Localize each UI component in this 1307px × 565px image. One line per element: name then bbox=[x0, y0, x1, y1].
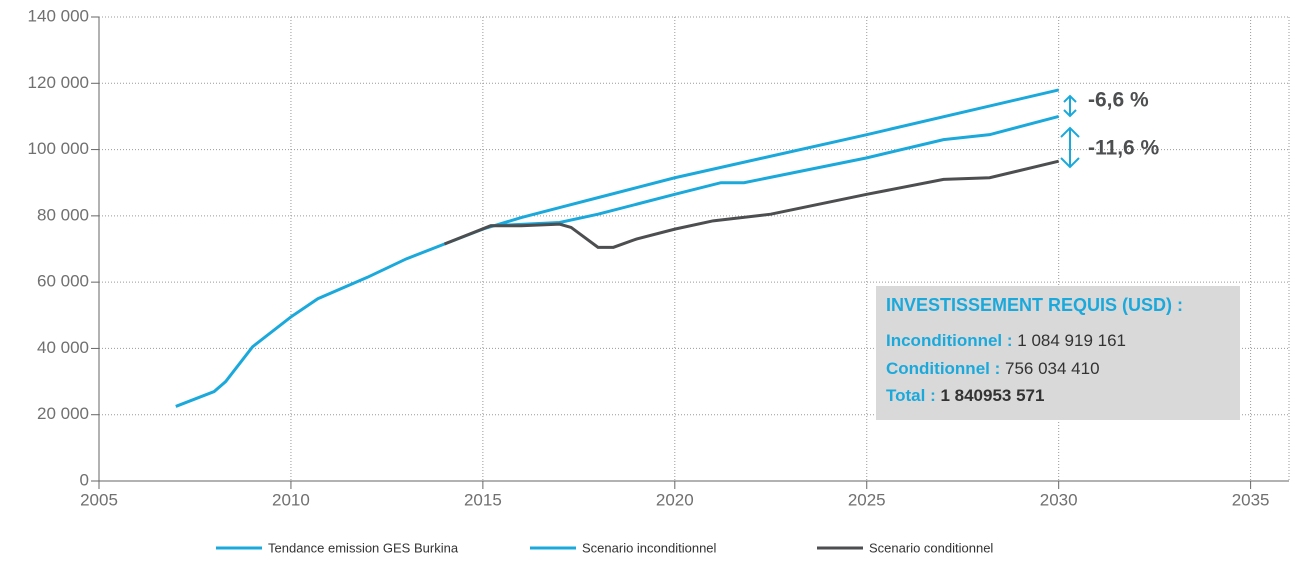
legend-label: Scenario conditionnel bbox=[869, 540, 993, 555]
y-tick-label: 20 000 bbox=[37, 404, 89, 423]
y-tick-label: 120 000 bbox=[28, 73, 89, 92]
info-box bbox=[876, 286, 1240, 420]
x-tick-label: 2030 bbox=[1040, 490, 1078, 509]
arrow bbox=[1060, 126, 1080, 169]
series-line bbox=[175, 88, 1060, 408]
y-tick-label: 60 000 bbox=[37, 272, 89, 291]
y-tick-label: 0 bbox=[80, 470, 89, 489]
box-value: 1 084 919 161 bbox=[1017, 331, 1126, 350]
x-tick-label: 2005 bbox=[80, 490, 118, 509]
legend-label: Scenario inconditionnel bbox=[582, 540, 717, 555]
x-tick-label: 2010 bbox=[272, 490, 310, 509]
arrow bbox=[1063, 94, 1077, 118]
box-line: Total : 1 840953 571 bbox=[886, 386, 1044, 405]
y-tick-label: 100 000 bbox=[28, 139, 89, 158]
box-label: Total : bbox=[886, 386, 936, 405]
legend-label: Tendance emission GES Burkina bbox=[268, 540, 459, 555]
box-title: INVESTISSEMENT REQUIS (USD) : bbox=[886, 295, 1183, 315]
box-line: Conditionnel : 756 034 410 bbox=[886, 359, 1100, 378]
annotation: -6,6 % bbox=[1088, 89, 1149, 112]
y-tick-label: 140 000 bbox=[28, 6, 89, 25]
y-tick-label: 40 000 bbox=[37, 338, 89, 357]
x-tick-label: 2015 bbox=[464, 490, 502, 509]
x-tick-label: 2025 bbox=[848, 490, 886, 509]
difference-arrows bbox=[1060, 94, 1080, 169]
annotation: -11,6 % bbox=[1088, 137, 1160, 160]
box-value: 1 840953 571 bbox=[940, 386, 1044, 405]
box-value: 756 034 410 bbox=[1005, 359, 1100, 378]
series-line bbox=[490, 114, 1060, 228]
series-line bbox=[443, 159, 1060, 249]
box-label: Conditionnel : bbox=[886, 359, 1000, 378]
box-label: Inconditionnel : bbox=[886, 331, 1013, 350]
box-line: Inconditionnel : 1 084 919 161 bbox=[886, 331, 1126, 350]
x-tick-label: 2035 bbox=[1232, 490, 1270, 509]
plot: 0 20 000 40 000 60 000 80 000 100 000 120 000 1… bbox=[28, 6, 1290, 555]
x-tick-label: 2020 bbox=[656, 490, 694, 509]
y-tick-label: 80 000 bbox=[37, 205, 89, 224]
